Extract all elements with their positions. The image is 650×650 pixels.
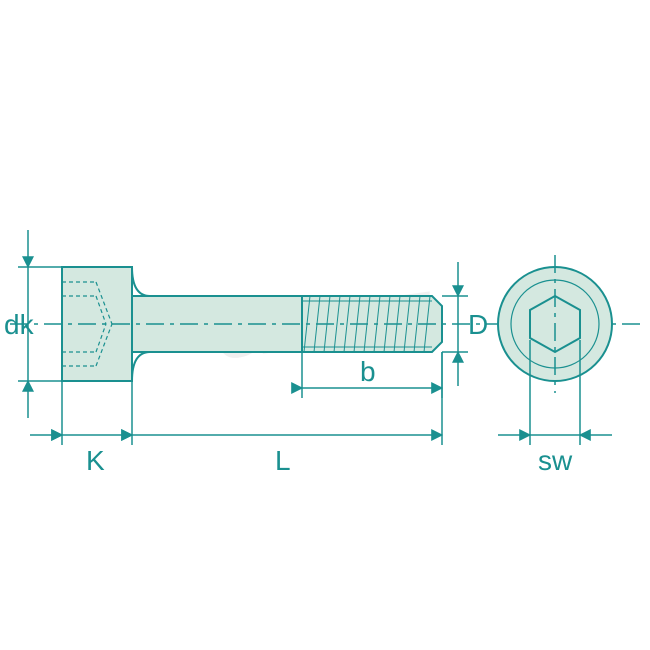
dim-K: K xyxy=(30,381,132,476)
label-sw: sw xyxy=(538,445,573,476)
head-fillet-bottom xyxy=(132,352,150,381)
label-K: K xyxy=(86,445,105,476)
head-fillet-top xyxy=(132,267,150,296)
label-L: L xyxy=(275,445,291,476)
diagram-canvas: GRANIT xyxy=(0,0,650,650)
label-D: D xyxy=(468,309,488,340)
label-dk: dk xyxy=(4,309,35,340)
label-b: b xyxy=(360,356,376,387)
screw-front-view xyxy=(498,255,612,393)
dim-L: L xyxy=(132,352,442,476)
dim-b: b xyxy=(302,352,442,398)
